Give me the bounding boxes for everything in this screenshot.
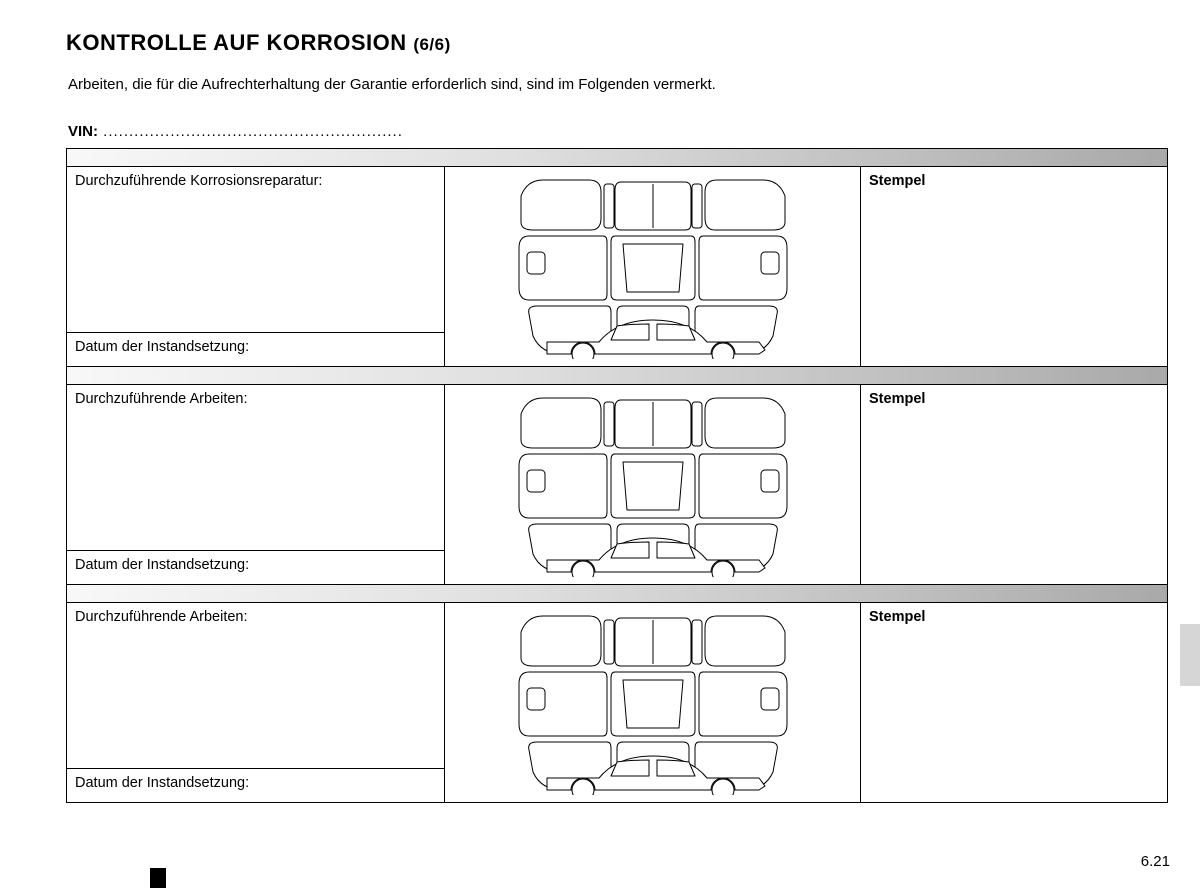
page-title: KONTROLLE AUF KORROSION (6/6) [66,30,1170,56]
record-left-col: Durchzuführende Korrosionsreparatur: Dat… [67,167,445,366]
vin-label: VIN: [68,123,98,140]
record-row: Durchzuführende Arbeiten: Datum der Inst… [67,603,1167,803]
subtitle-text: Arbeiten, die für die Aufrechterhaltung … [68,76,1170,93]
record-left-col: Durchzuführende Arbeiten: Datum der Inst… [67,385,445,584]
diagram-cell [445,385,861,584]
separator-bar [67,367,1167,385]
car-body-diagram-icon [503,392,803,577]
vin-dots: ........................................… [98,123,403,140]
title-counter: (6/6) [413,35,450,54]
record-row: Durchzuführende Arbeiten: Datum der Inst… [67,385,1167,585]
stamp-label-cell: Stempel [861,603,1169,629]
vin-line: VIN: ...................................… [68,123,1170,140]
stamp-col: Stempel [861,603,1169,802]
work-label-cell: Durchzuführende Korrosionsreparatur: [67,167,444,332]
record-left-col: Durchzuführende Arbeiten: Datum der Inst… [67,603,445,802]
stamp-label-cell: Stempel [861,385,1169,411]
stamp-label-cell: Stempel [861,167,1169,193]
stamp-col: Stempel [861,385,1169,584]
diagram-cell [445,167,861,366]
records-table: Durchzuführende Korrosionsreparatur: Dat… [66,148,1168,803]
work-label-cell: Durchzuführende Arbeiten: [67,385,444,550]
title-main: KONTROLLE AUF KORROSION [66,30,407,55]
date-label-cell: Datum der Instandsetzung: [67,550,444,584]
manual-page: KONTROLLE AUF KORROSION (6/6) Arbeiten, … [0,0,1200,888]
work-label-cell: Durchzuführende Arbeiten: [67,603,444,768]
footer-crop-mark [150,868,166,888]
car-body-diagram-icon [503,610,803,795]
thumb-index-tab [1180,624,1200,686]
record-row: Durchzuführende Korrosionsreparatur: Dat… [67,167,1167,367]
diagram-cell [445,603,861,802]
separator-bar [67,585,1167,603]
date-label-cell: Datum der Instandsetzung: [67,768,444,802]
stamp-col: Stempel [861,167,1169,366]
date-label-cell: Datum der Instandsetzung: [67,332,444,366]
car-body-diagram-icon [503,174,803,359]
page-number: 6.21 [1141,853,1170,870]
separator-bar [67,149,1167,167]
